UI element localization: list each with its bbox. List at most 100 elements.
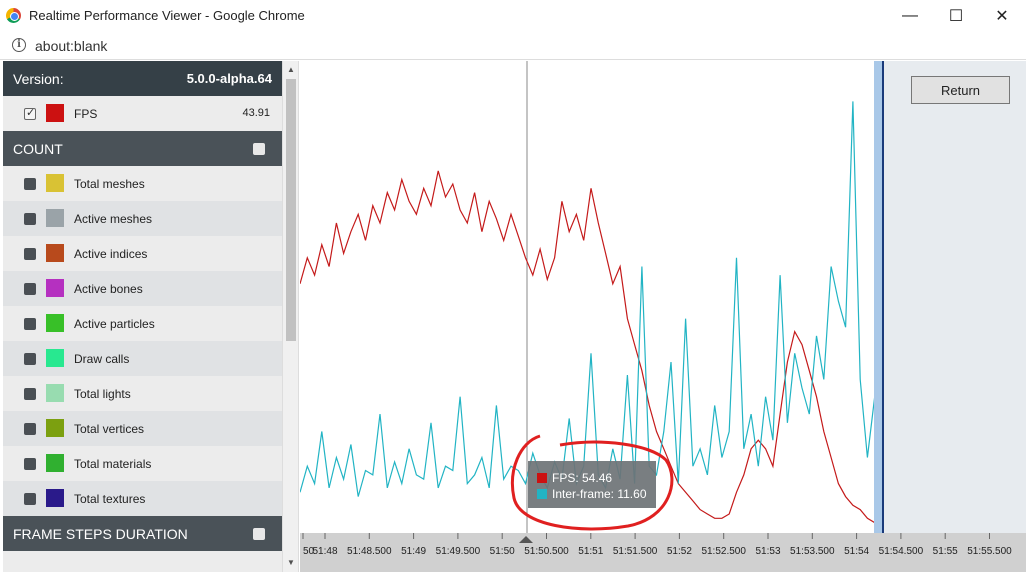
list-item: Active particles [3,306,282,341]
color-swatch [46,314,64,332]
tooltip-interframe-swatch [537,489,547,499]
item-label: Active meshes [74,212,153,226]
list-item: Total lights [3,376,282,411]
section-frame-steps: FRAME STEPS DURATION [3,516,282,551]
chrome-logo-icon [6,8,21,23]
axis-tick-label: 51:53 [755,546,780,557]
list-item: Active meshes [3,201,282,236]
tooltip-fps-text: FPS: 54.46 [552,471,613,485]
item-checkbox[interactable] [24,283,36,295]
series-line-inter-frame [300,101,882,497]
time-axis[interactable]: 50 51:48 51:48.500 51:49 51:49.500 51:50 51:50… [300,533,1026,572]
axis-tick-label: 51:49.500 [436,546,481,557]
chart-tooltip: FPS: 54.46 Inter-frame: 11.60 [528,461,656,508]
color-swatch [46,489,64,507]
item-checkbox[interactable] [24,388,36,400]
right-panel: Return [882,61,1026,533]
item-checkbox[interactable] [24,493,36,505]
axis-tick-label: 51:55.500 [967,546,1012,557]
item-label: Draw calls [74,352,130,366]
axis-tick-label: 51:54.500 [879,546,924,557]
axis-tick-label: 51:51 [578,546,603,557]
item-checkbox[interactable] [24,178,36,190]
color-swatch [46,419,64,437]
scroll-up-icon[interactable]: ▲ [287,65,295,74]
color-swatch [46,349,64,367]
item-label: Active bones [74,282,143,296]
section-count-checkbox[interactable] [253,143,265,155]
tooltip-fps-swatch [537,473,547,483]
color-swatch [46,454,64,472]
section-title: COUNT [13,140,63,157]
info-icon[interactable]: i [12,38,26,52]
color-swatch [46,174,64,192]
fps-checkbox[interactable] [24,106,36,120]
fps-color-swatch [46,104,64,122]
axis-tick-label: 51:50 [490,546,515,557]
version-label: Version: [13,70,64,87]
window-title: Realtime Performance Viewer - Google Chr… [29,8,305,23]
fps-row: FPS 43.91 [3,96,282,131]
list-item [3,551,282,572]
list-item: Total materials [3,446,282,481]
item-checkbox[interactable] [24,353,36,365]
list-item: Draw calls [3,341,282,376]
section-title: FRAME STEPS DURATION [13,525,188,542]
item-checkbox[interactable] [24,213,36,225]
axis-tick-label: 51:54 [844,546,869,557]
item-checkbox[interactable] [24,458,36,470]
list-item: Total vertices [3,411,282,446]
item-checkbox[interactable] [24,318,36,330]
scroll-thumb[interactable] [286,79,296,341]
list-item: Active indices [3,236,282,271]
color-swatch [46,384,64,402]
title-bar: Realtime Performance Viewer - Google Chr… [0,0,1026,32]
section-count: COUNT [3,131,282,166]
sidebar: Version: 5.0.0-alpha.64 FPS 43.91 COUNT … [3,61,282,572]
item-label: Total meshes [74,177,145,191]
cursor-marker-icon[interactable] [519,536,533,543]
maximize-button[interactable]: ☐ [948,8,964,25]
item-label: Total vertices [74,422,145,436]
axis-tick-label: 51:51.500 [613,546,658,557]
fps-value: 43.91 [242,107,270,119]
tooltip-interframe-text: Inter-frame: 11.60 [552,487,647,501]
version-row: Version: 5.0.0-alpha.64 [3,61,282,96]
return-button[interactable]: Return [911,76,1010,104]
axis-tick-label: 51:49 [401,546,426,557]
color-swatch [46,244,64,262]
version-value: 5.0.0-alpha.64 [186,71,272,86]
minimize-button[interactable]: — [902,7,918,24]
axis-tick-label: 51:52.500 [701,546,746,557]
axis-tick-label: 51:48.500 [347,546,392,557]
axis-tick-label: 51:53.500 [790,546,835,557]
list-item: Total textures [3,481,282,516]
tooltip-fps-row: FPS: 54.46 [537,471,612,485]
tooltip-interframe-row: Inter-frame: 11.60 [537,487,647,501]
section-frame-steps-checkbox[interactable] [253,528,265,540]
item-label: Total lights [74,387,131,401]
color-swatch [46,209,64,227]
close-button[interactable]: ✕ [995,8,1009,25]
list-item: Total meshes [3,166,282,201]
scroll-down-icon[interactable]: ▼ [287,558,295,567]
fps-label: FPS [74,107,98,121]
item-label: Active indices [74,247,148,261]
axis-tick-label: 50 [303,546,315,557]
axis-tick-label: 51:48 [312,546,337,557]
axis-tick-label: 51:50.500 [524,546,569,557]
item-checkbox[interactable] [24,248,36,260]
color-swatch [46,279,64,297]
item-label: Active particles [74,317,155,331]
item-checkbox[interactable] [24,423,36,435]
sidebar-scrollbar[interactable]: ▲ ▼ [282,61,299,572]
selection-band[interactable] [874,61,882,533]
url-text[interactable]: about:blank [35,38,108,54]
axis-tick-label: 51:52 [667,546,692,557]
axis-tick-label: 51:55 [933,546,958,557]
address-bar: i about:blank [0,32,1026,60]
list-item: Active bones [3,271,282,306]
item-label: Total textures [74,492,146,506]
item-label: Total materials [74,457,152,471]
